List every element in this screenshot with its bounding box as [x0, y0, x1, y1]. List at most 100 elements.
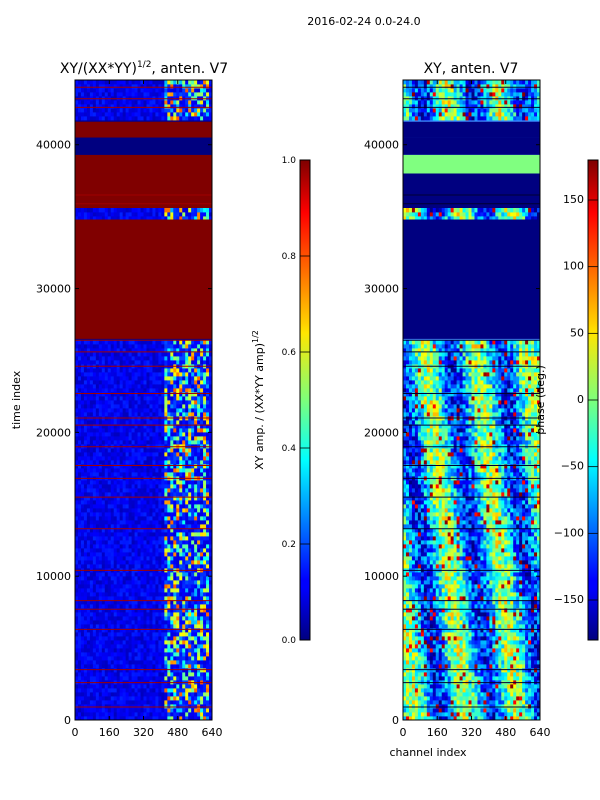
heatmap-cell — [110, 516, 115, 521]
heatmap-cell — [119, 504, 124, 509]
heatmap-cell — [182, 704, 186, 709]
heatmap-cell — [203, 636, 207, 641]
heatmap-cell — [86, 368, 91, 373]
heatmap-cell — [125, 380, 130, 385]
heatmap-cell — [86, 100, 91, 105]
heatmap-cell — [86, 424, 91, 429]
heatmap-cell — [194, 388, 198, 393]
heatmap-cell — [116, 708, 121, 713]
heatmap-cell — [179, 580, 183, 585]
heatmap-cell — [119, 540, 124, 545]
heatmap-cell — [143, 676, 147, 681]
heatmap-cell — [152, 600, 156, 605]
heatmap-cell — [101, 684, 106, 689]
heatmap-cell — [95, 716, 100, 721]
heatmap-cell — [143, 540, 147, 545]
heatmap-cell — [200, 628, 204, 633]
heatmap-cell — [209, 404, 213, 409]
heatmap-cell — [131, 596, 135, 601]
heatmap-cell — [143, 712, 147, 717]
heatmap-cell — [119, 496, 124, 501]
heatmap-cell — [86, 376, 91, 381]
heatmap-cell — [182, 640, 186, 645]
heatmap-cell — [167, 524, 171, 529]
heatmap-cell — [167, 412, 171, 417]
heatmap-cell — [158, 560, 162, 565]
heatmap-cell — [149, 648, 153, 653]
heatmap-cell — [83, 556, 88, 561]
heatmap-cell — [158, 596, 162, 601]
heatmap-cell — [122, 400, 127, 405]
heatmap-cell — [92, 344, 97, 349]
heatmap-cell — [200, 380, 204, 385]
heatmap-cell — [170, 216, 174, 221]
heatmap-cell — [167, 208, 171, 213]
heatmap-cell — [113, 500, 118, 505]
heatmap-cell — [143, 644, 147, 649]
heatmap-cell — [98, 112, 103, 117]
heatmap-cell — [89, 660, 94, 665]
heatmap-cell — [86, 384, 91, 389]
heatmap-cell — [80, 644, 85, 649]
heatmap-cell — [161, 696, 165, 701]
heatmap-cell — [134, 644, 138, 649]
heatmap-cell — [92, 556, 97, 561]
heatmap-cell — [209, 640, 213, 645]
heatmap-cell — [75, 428, 79, 433]
heatmap-cell — [209, 504, 213, 509]
heatmap-cell — [155, 480, 159, 485]
heatmap-cell — [146, 516, 150, 521]
heatmap-cell — [191, 384, 195, 389]
heatmap-cell — [164, 436, 168, 441]
heatmap-cell — [119, 524, 124, 529]
heatmap-cell — [101, 360, 106, 365]
heatmap-cell — [167, 700, 171, 705]
heatmap-cell — [197, 488, 201, 493]
heatmap-cell — [188, 532, 192, 537]
heatmap-cell — [167, 656, 171, 661]
heatmap-cell — [128, 604, 132, 609]
heatmap-cell — [77, 368, 82, 373]
heatmap-cell — [176, 508, 180, 513]
heatmap-cell — [104, 88, 109, 93]
heatmap-cell — [119, 376, 124, 381]
heatmap-cell — [188, 708, 192, 713]
heatmap-cell — [101, 552, 106, 557]
heatmap-cell — [149, 580, 153, 585]
heatmap-cell — [158, 528, 162, 533]
heatmap-cell — [170, 588, 174, 593]
heatmap-cell — [191, 700, 195, 705]
heatmap-cell — [83, 104, 88, 109]
heatmap-cell — [122, 564, 127, 569]
heatmap-cell — [119, 404, 124, 409]
heatmap-cell — [107, 524, 112, 529]
heatmap-cell — [104, 576, 109, 581]
heatmap-cell — [167, 440, 171, 445]
heatmap-cell — [128, 608, 132, 613]
heatmap-cell — [179, 592, 183, 597]
heatmap-cell — [128, 408, 132, 413]
heatmap-cell — [191, 576, 195, 581]
heatmap-cell — [80, 648, 85, 653]
heatmap-cell — [143, 468, 147, 473]
heatmap-cell — [191, 704, 195, 709]
heatmap-cell — [80, 472, 85, 477]
heatmap-cell — [113, 536, 118, 541]
heatmap-cell — [83, 708, 88, 713]
heatmap-cell — [185, 540, 189, 545]
heatmap-cell — [182, 548, 186, 553]
heatmap-cell — [128, 700, 132, 705]
heatmap-cell — [158, 652, 162, 657]
heatmap-cell — [125, 612, 130, 617]
heatmap-cell — [164, 348, 168, 353]
heatmap-cell — [176, 444, 180, 449]
heatmap-cell — [200, 672, 204, 677]
heatmap-cell — [179, 608, 183, 613]
heatmap-cell — [197, 652, 201, 657]
heatmap-cell — [161, 652, 165, 657]
heatmap-cell — [98, 380, 103, 385]
heatmap-cell — [107, 660, 112, 665]
heatmap-cell — [179, 540, 183, 545]
heatmap-cell — [131, 464, 135, 469]
heatmap-cell — [206, 636, 210, 641]
